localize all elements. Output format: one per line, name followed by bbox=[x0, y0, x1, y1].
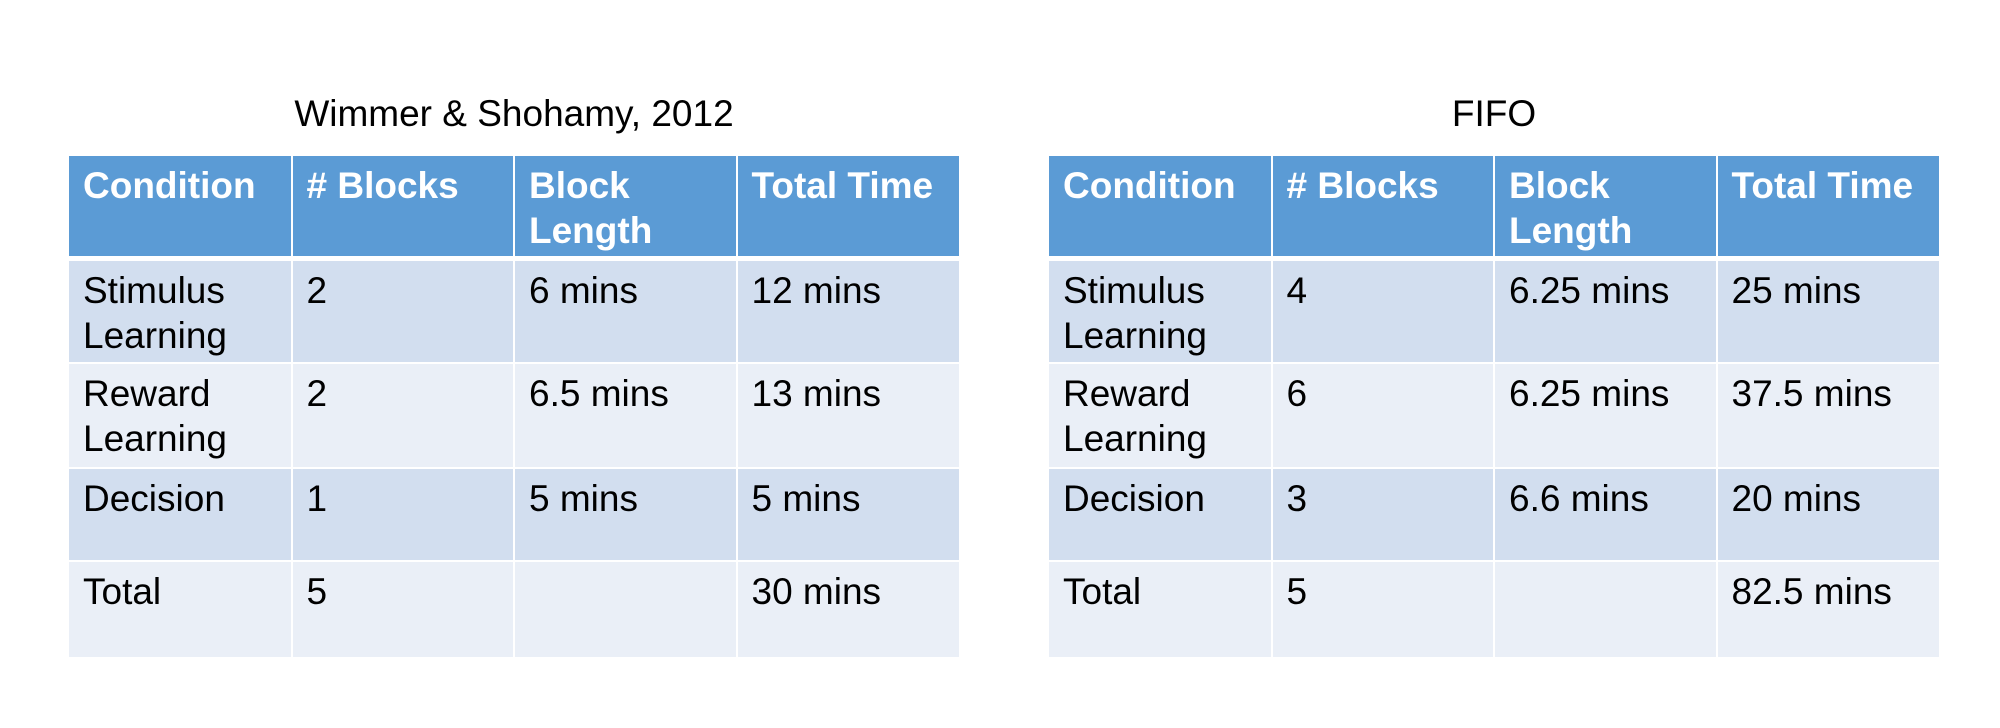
cell-total-time: 37.5 mins bbox=[1716, 363, 1939, 469]
cell-block-length bbox=[1494, 561, 1718, 657]
cell-condition: Stimulus Learning bbox=[69, 258, 293, 364]
table-row: Reward Learning 2 6.5 mins 13 mins bbox=[69, 363, 959, 469]
cell-total-time: 20 mins bbox=[1716, 468, 1939, 562]
header-total-time: Total Time bbox=[1716, 156, 1939, 261]
table-row: Stimulus Learning 4 6.25 mins 25 mins bbox=[1049, 258, 1939, 364]
cell-blocks: 2 bbox=[291, 258, 515, 364]
cell-blocks: 5 bbox=[291, 561, 515, 657]
cell-blocks: 4 bbox=[1271, 258, 1495, 364]
cell-block-length bbox=[514, 561, 738, 657]
table-title: Wimmer & Shohamy, 2012 bbox=[294, 93, 734, 134]
cell-blocks: 6 bbox=[1271, 363, 1495, 469]
table-title: FIFO bbox=[1451, 93, 1537, 134]
cell-block-length: 5 mins bbox=[514, 468, 738, 562]
cell-block-length: 6.6 mins bbox=[1494, 468, 1718, 562]
cell-blocks: 1 bbox=[291, 468, 515, 562]
cell-block-length: 6.25 mins bbox=[1494, 363, 1718, 469]
header-blocks: # Blocks bbox=[291, 156, 515, 261]
cell-condition: Stimulus Learning bbox=[1049, 258, 1273, 364]
table-row-total: Total 5 82.5 mins bbox=[1049, 561, 1939, 657]
header-condition: Condition bbox=[1049, 156, 1273, 261]
table-row-total: Total 5 30 mins bbox=[69, 561, 959, 657]
table-row: Reward Learning 6 6.25 mins 37.5 mins bbox=[1049, 363, 1939, 469]
table-panel-fifo: FIFO Condition # Blocks Block Length Tot… bbox=[1049, 84, 1939, 657]
cell-total-time: 82.5 mins bbox=[1716, 561, 1939, 657]
header-block-length: Block Length bbox=[1494, 156, 1718, 261]
cell-condition: Decision bbox=[69, 468, 293, 562]
cell-total-time: 5 mins bbox=[736, 468, 959, 562]
table-row: Decision 3 6.6 mins 20 mins bbox=[1049, 468, 1939, 562]
header-block-length: Block Length bbox=[514, 156, 738, 261]
cell-condition: Reward Learning bbox=[1049, 363, 1273, 469]
header-row: Condition # Blocks Block Length Total Ti… bbox=[1049, 156, 1939, 261]
header-blocks: # Blocks bbox=[1271, 156, 1495, 261]
cell-total-time: 12 mins bbox=[736, 258, 959, 364]
cell-condition: Total bbox=[1049, 561, 1273, 657]
table-row: Stimulus Learning 2 6 mins 12 mins bbox=[69, 258, 959, 364]
header-row: Condition # Blocks Block Length Total Ti… bbox=[69, 156, 959, 261]
table-panel-wimmer: Wimmer & Shohamy, 2012 Condition # Block… bbox=[69, 84, 959, 657]
cell-block-length: 6.25 mins bbox=[1494, 258, 1718, 364]
cell-blocks: 2 bbox=[291, 363, 515, 469]
comparison-table: Condition # Blocks Block Length Total Ti… bbox=[1049, 156, 1939, 657]
cell-block-length: 6.5 mins bbox=[514, 363, 738, 469]
cell-condition: Decision bbox=[1049, 468, 1273, 562]
header-total-time: Total Time bbox=[736, 156, 959, 261]
comparison-table: Condition # Blocks Block Length Total Ti… bbox=[69, 156, 959, 657]
table-row: Decision 1 5 mins 5 mins bbox=[69, 468, 959, 562]
cell-block-length: 6 mins bbox=[514, 258, 738, 364]
cell-blocks: 5 bbox=[1271, 561, 1495, 657]
header-condition: Condition bbox=[69, 156, 293, 261]
cell-total-time: 13 mins bbox=[736, 363, 959, 469]
cell-condition: Total bbox=[69, 561, 293, 657]
cell-total-time: 25 mins bbox=[1716, 258, 1939, 364]
cell-condition: Reward Learning bbox=[69, 363, 293, 469]
cell-total-time: 30 mins bbox=[736, 561, 959, 657]
cell-blocks: 3 bbox=[1271, 468, 1495, 562]
